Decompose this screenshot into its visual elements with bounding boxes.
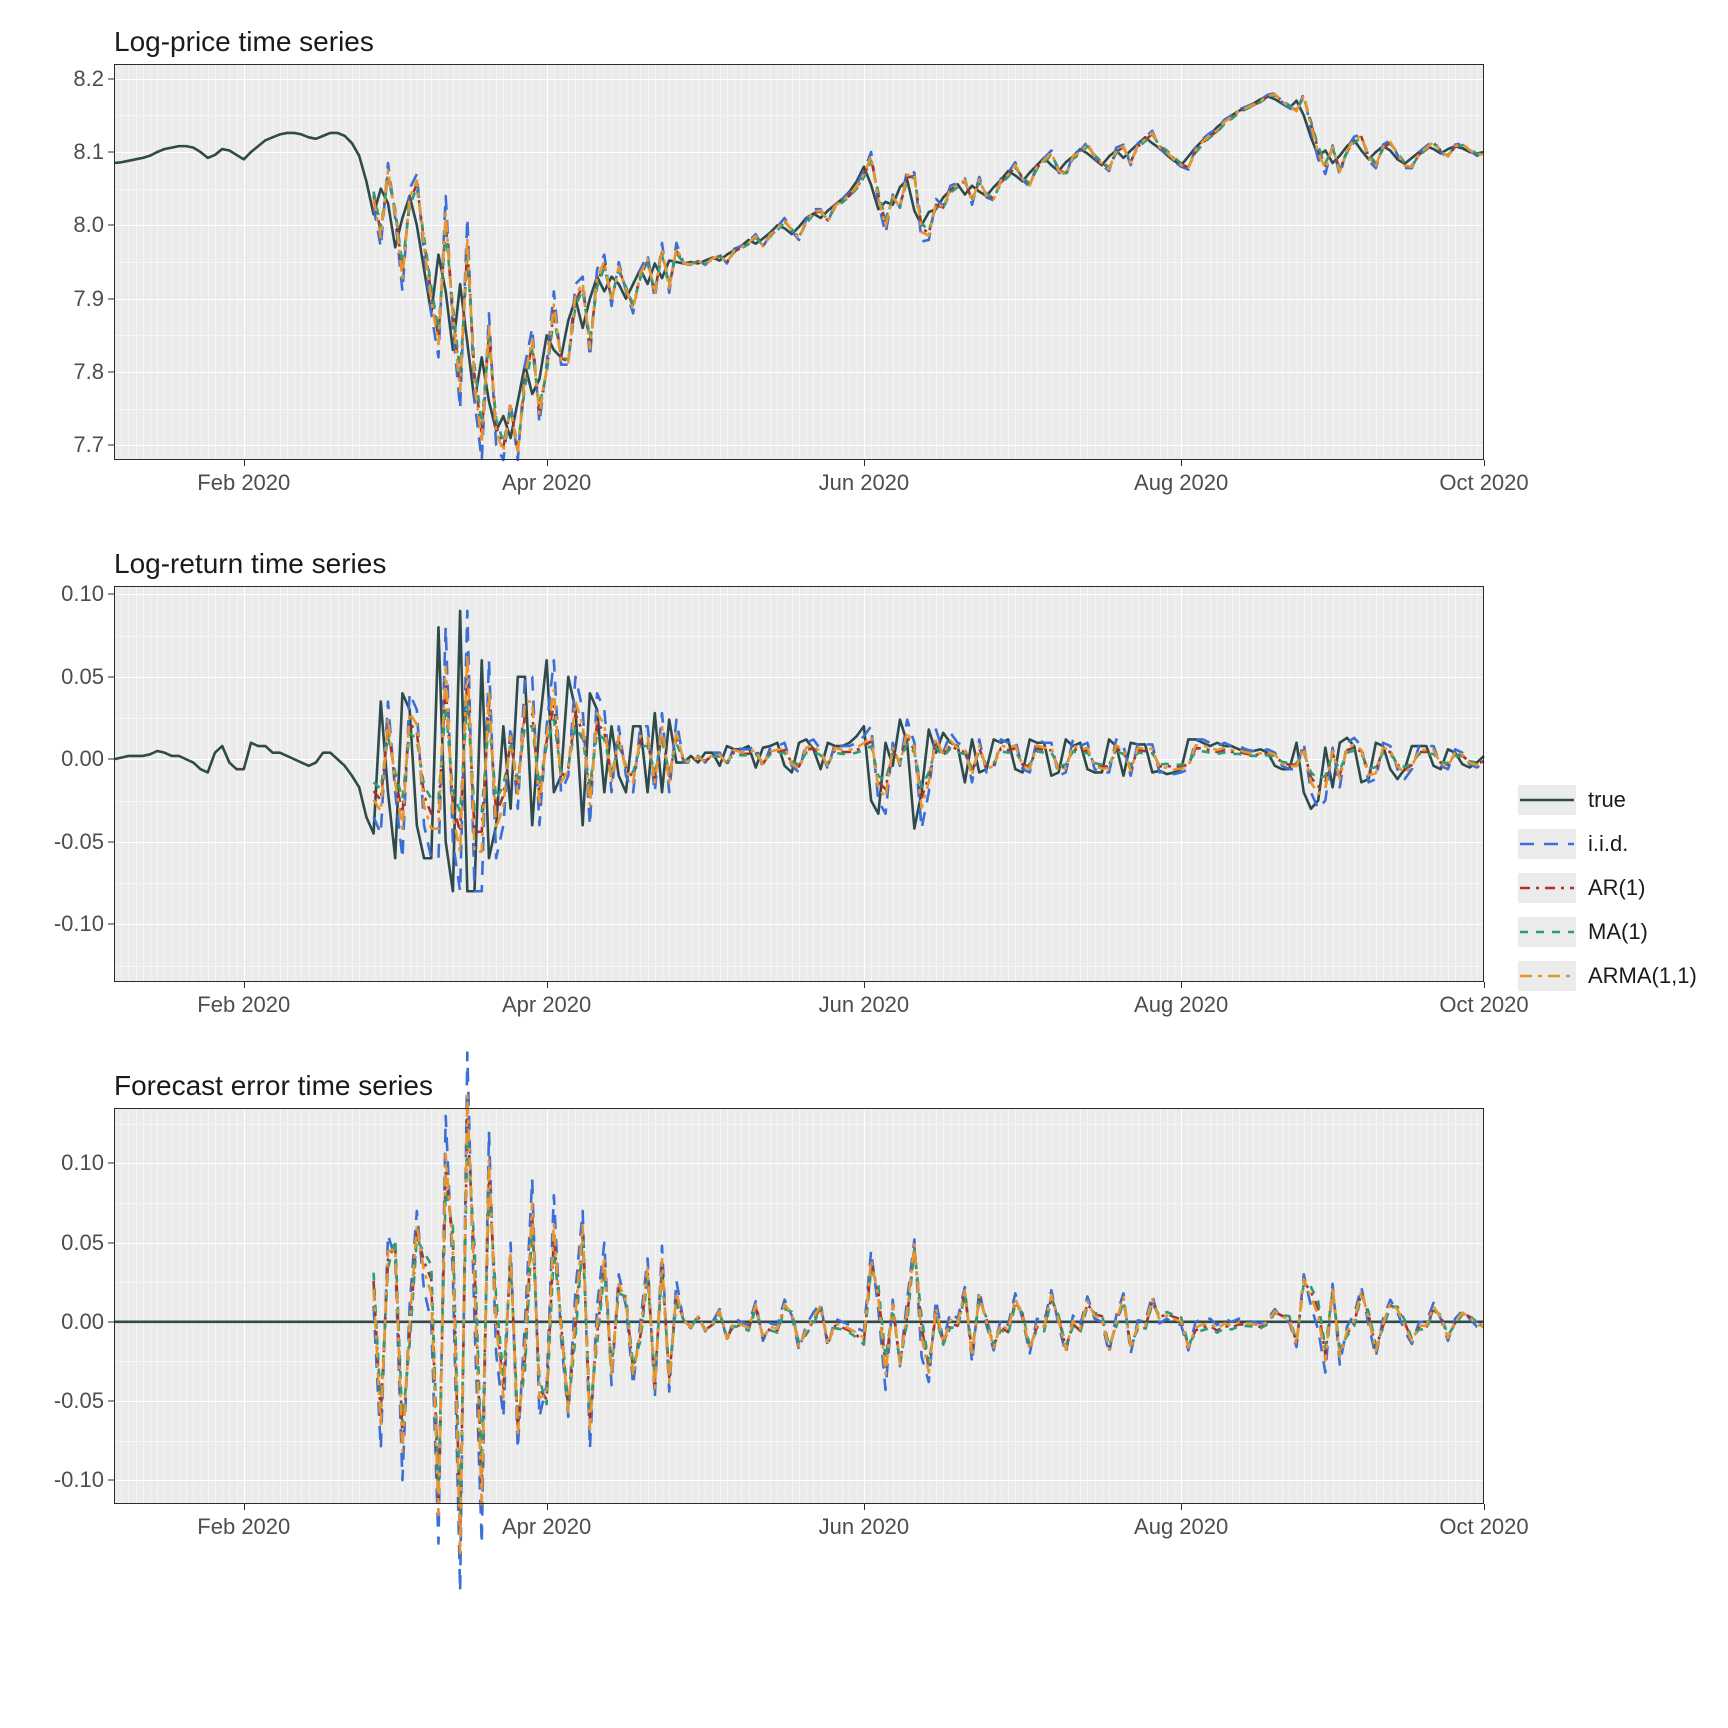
series-true	[114, 96, 1484, 438]
legend-label-true: true	[1588, 787, 1626, 813]
panel-title-logreturn: Log-return time series	[114, 548, 386, 580]
legend: true i.i.d. AR(1) MA(1) ARMA(1,1)	[1518, 778, 1697, 998]
legend-item-ar1: AR(1)	[1518, 866, 1697, 910]
y-tick-label: 7.7	[73, 432, 114, 458]
legend-label-ar1: AR(1)	[1588, 875, 1645, 901]
legend-item-arma11: ARMA(1,1)	[1518, 954, 1697, 998]
x-tick-label: Apr 2020	[502, 982, 591, 1018]
legend-item-iid: i.i.d.	[1518, 822, 1697, 866]
y-tick-label: 8.0	[73, 212, 114, 238]
x-tick-label: Jun 2020	[819, 982, 910, 1018]
series-true	[114, 611, 1484, 892]
x-tick-label: Jun 2020	[819, 1504, 910, 1540]
legend-label-arma11: ARMA(1,1)	[1588, 963, 1697, 989]
x-tick-label: Oct 2020	[1439, 982, 1528, 1018]
plot-area-error: Feb 2020Apr 2020Jun 2020Aug 2020Oct 2020…	[114, 1108, 1484, 1504]
y-tick-label: 0.10	[61, 1150, 114, 1176]
gridline-v	[1484, 586, 1485, 982]
y-tick-label: 0.10	[61, 581, 114, 607]
panel-title-logprice: Log-price time series	[114, 26, 374, 58]
series-ar1	[374, 678, 1484, 832]
gridline-v	[1484, 1108, 1485, 1504]
x-tick-label: Feb 2020	[197, 460, 290, 496]
legend-item-true: true	[1518, 778, 1697, 822]
y-tick-label: -0.10	[54, 1467, 114, 1493]
x-tick-label: Apr 2020	[502, 1504, 591, 1540]
y-tick-label: -0.05	[54, 829, 114, 855]
x-tick-label: Oct 2020	[1439, 460, 1528, 496]
x-tick-label: Feb 2020	[197, 982, 290, 1018]
panel-title-error: Forecast error time series	[114, 1070, 433, 1102]
y-tick-label: -0.05	[54, 1388, 114, 1414]
x-tick-label: Jun 2020	[819, 460, 910, 496]
x-tick-label: Apr 2020	[502, 460, 591, 496]
y-tick-label: -0.10	[54, 911, 114, 937]
gridline-v	[1484, 64, 1485, 460]
plot-area-logprice: Feb 2020Apr 2020Jun 2020Aug 2020Oct 2020…	[114, 64, 1484, 460]
y-tick-label: 0.05	[61, 664, 114, 690]
legend-item-ma1: MA(1)	[1518, 910, 1697, 954]
series-svg-error	[114, 1108, 1484, 1504]
y-tick-label: 0.00	[61, 746, 114, 772]
legend-swatch-ma1	[1518, 917, 1576, 947]
legend-label-ma1: MA(1)	[1588, 919, 1648, 945]
y-tick-label: 8.2	[73, 66, 114, 92]
series-svg-logprice	[114, 64, 1484, 460]
legend-label-iid: i.i.d.	[1588, 831, 1628, 857]
y-tick-label: 7.9	[73, 286, 114, 312]
y-tick-label: 0.05	[61, 1230, 114, 1256]
series-iid	[374, 611, 1484, 892]
x-tick-label: Aug 2020	[1134, 982, 1228, 1018]
plot-area-logreturn: Feb 2020Apr 2020Jun 2020Aug 2020Oct 2020…	[114, 586, 1484, 982]
x-tick-label: Aug 2020	[1134, 1504, 1228, 1540]
x-tick-label: Aug 2020	[1134, 460, 1228, 496]
y-tick-label: 8.1	[73, 139, 114, 165]
series-svg-logreturn	[114, 586, 1484, 982]
y-tick-label: 0.00	[61, 1309, 114, 1335]
y-tick-label: 7.8	[73, 359, 114, 385]
legend-swatch-true	[1518, 785, 1576, 815]
legend-swatch-iid	[1518, 829, 1576, 859]
x-tick-label: Oct 2020	[1439, 1504, 1528, 1540]
legend-swatch-ar1	[1518, 873, 1576, 903]
x-tick-label: Feb 2020	[197, 1504, 290, 1540]
legend-swatch-arma11	[1518, 961, 1576, 991]
